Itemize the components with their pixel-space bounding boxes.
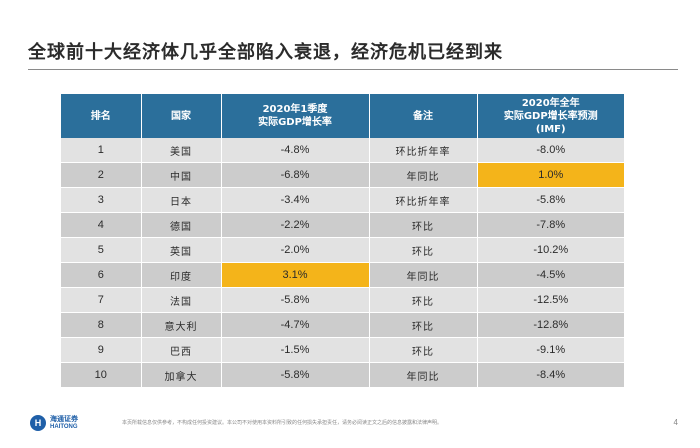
page-number: 4 (673, 418, 678, 427)
table-row: 5 英国 -2.0% 环比 -10.2% (61, 237, 624, 263)
cell-forecast: -9.1% (477, 337, 624, 363)
cell-country: 巴西 (141, 337, 222, 363)
table-row: 9 巴西 -1.5% 环比 -9.1% (61, 337, 624, 363)
cell-note: 环比 (369, 287, 478, 313)
cell-note: 环比折年率 (369, 187, 478, 213)
cell-rank: 4 (61, 212, 142, 238)
cell-rank: 3 (61, 187, 142, 213)
cell-country: 美国 (141, 138, 222, 163)
table-row: 4 德国 -2.2% 环比 -7.8% (61, 212, 624, 238)
header-q1-line2: 实际GDP增长率 (258, 117, 332, 128)
cell-forecast: -5.8% (477, 187, 624, 213)
logo-en-text: HAITONG (50, 424, 78, 430)
cell-rank: 8 (61, 312, 142, 338)
logo-cn-text: 海通证券 (50, 415, 78, 423)
cell-note: 环比折年率 (369, 138, 478, 163)
header-q1-gdp: 2020年1季度 实际GDP增长率 (221, 94, 370, 138)
cell-note: 环比 (369, 212, 478, 238)
cell-forecast: -12.5% (477, 287, 624, 313)
cell-country: 加拿大 (141, 362, 222, 388)
header-country: 国家 (141, 94, 222, 138)
cell-forecast: -7.8% (477, 212, 624, 238)
cell-country: 德国 (141, 212, 222, 238)
cell-q1-gdp: -4.8% (221, 138, 370, 163)
table-row: 3 日本 -3.4% 环比折年率 -5.8% (61, 187, 624, 213)
cell-note: 环比 (369, 337, 478, 363)
cell-rank: 5 (61, 237, 142, 263)
cell-note: 环比 (369, 237, 478, 263)
cell-forecast-highlight: 1.0% (477, 162, 624, 188)
cell-country: 法国 (141, 287, 222, 313)
table-row: 2 中国 -6.8% 年同比 1.0% (61, 162, 624, 188)
cell-forecast: -8.4% (477, 362, 624, 388)
cell-q1-gdp: -1.5% (221, 337, 370, 363)
header-rank: 排名 (61, 94, 142, 138)
header-q1-line1: 2020年1季度 (262, 104, 328, 115)
cell-rank: 2 (61, 162, 142, 188)
title-divider (28, 69, 678, 70)
cell-forecast: -8.0% (477, 138, 624, 163)
cell-q1-gdp: -6.8% (221, 162, 370, 188)
cell-forecast: -4.5% (477, 262, 624, 288)
logo-text: 海通证券 HAITONG (50, 415, 78, 431)
cell-rank: 1 (61, 138, 142, 163)
cell-rank: 6 (61, 262, 142, 288)
header-fy-line2: 实际GDP增长率预测 (503, 110, 598, 122)
table-row: 8 意大利 -4.7% 环比 -12.8% (61, 312, 624, 338)
cell-country: 意大利 (141, 312, 222, 338)
slide-title: 全球前十大经济体几乎全部陷入衰退，经济危机已经到来 (28, 42, 503, 63)
table-row: 7 法国 -5.8% 环比 -12.5% (61, 287, 624, 313)
cell-rank: 7 (61, 287, 142, 313)
table-header-row: 排名 国家 2020年1季度 实际GDP增长率 备注 2020年全年 实际GDP… (61, 94, 624, 138)
table-row: 6 印度 3.1% 年同比 -4.5% (61, 262, 624, 288)
gdp-table: 排名 国家 2020年1季度 实际GDP增长率 备注 2020年全年 实际GDP… (61, 94, 624, 388)
cell-rank: 10 (61, 362, 142, 388)
header-fy-line1: 2020年全年 (521, 97, 580, 109)
company-logo: H 海通证券 HAITONG (30, 413, 116, 433)
cell-q1-gdp: -5.8% (221, 362, 370, 388)
disclaimer-text: 本页所载信息仅供参考，不构成任何投资建议。本公司不对使用本资料所引致的任何损失承… (122, 420, 443, 426)
cell-country: 中国 (141, 162, 222, 188)
cell-note: 环比 (369, 312, 478, 338)
cell-q1-gdp-highlight: 3.1% (221, 262, 370, 288)
cell-country: 日本 (141, 187, 222, 213)
cell-rank: 9 (61, 337, 142, 363)
header-note: 备注 (369, 94, 478, 138)
cell-q1-gdp: -2.0% (221, 237, 370, 263)
cell-q1-gdp: -2.2% (221, 212, 370, 238)
table-row: 10 加拿大 -5.8% 年同比 -8.4% (61, 362, 624, 388)
cell-forecast: -12.8% (477, 312, 624, 338)
header-forecast: 2020年全年 实际GDP增长率预测 (IMF) (477, 94, 624, 138)
cell-forecast: -10.2% (477, 237, 624, 263)
cell-note: 年同比 (369, 162, 478, 188)
cell-note: 年同比 (369, 262, 478, 288)
cell-q1-gdp: -3.4% (221, 187, 370, 213)
cell-q1-gdp: -4.7% (221, 312, 370, 338)
table-row: 1 美国 -4.8% 环比折年率 -8.0% (61, 138, 624, 163)
cell-note: 年同比 (369, 362, 478, 388)
cell-country: 印度 (141, 262, 222, 288)
header-fy-line3: (IMF) (535, 123, 566, 135)
cell-q1-gdp: -5.8% (221, 287, 370, 313)
cell-country: 英国 (141, 237, 222, 263)
logo-mark-icon: H (30, 415, 46, 431)
